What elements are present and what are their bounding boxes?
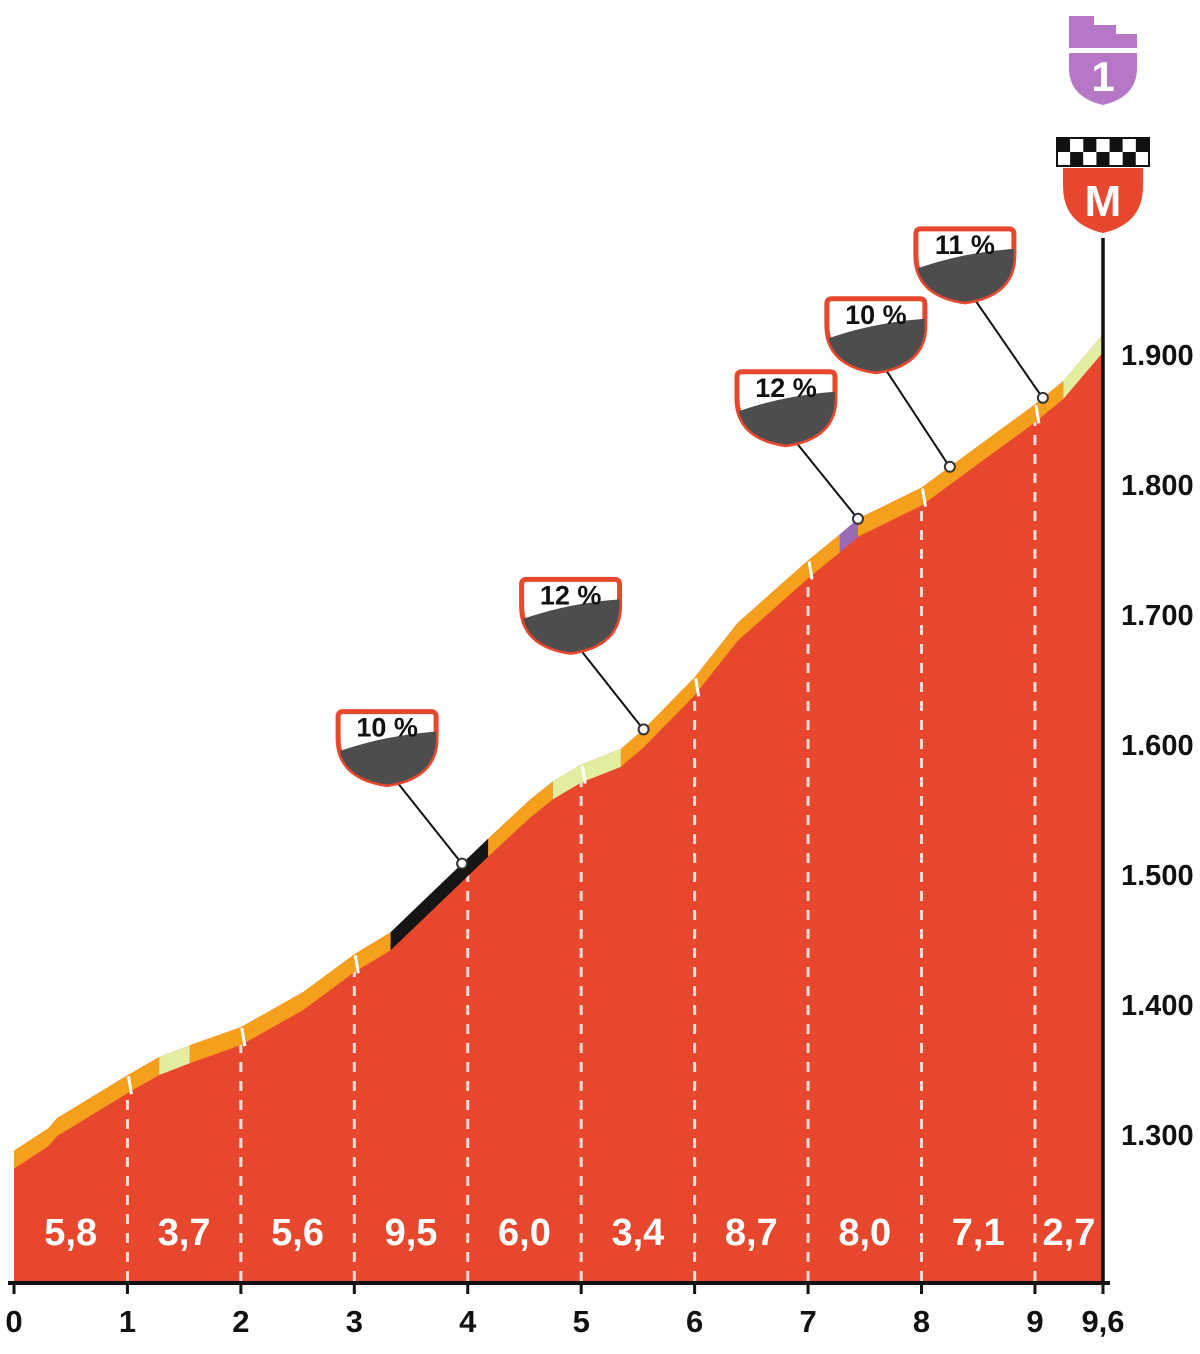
finish-checker-square [1057,152,1071,166]
finish-checker-border [1056,137,1150,167]
distance-label: 9 [1026,1304,1043,1339]
gradient-band-green [1063,334,1103,399]
band-separator [240,1027,247,1047]
finish-label: M [1085,177,1122,226]
marker-leader-line [972,296,1043,398]
band-separator [580,765,587,784]
finish-checker-square [1135,138,1149,152]
distance-label: 4 [459,1304,477,1339]
gradient-marker-badge: 12 % [519,576,623,655]
mountain-finish-badge: M [1056,137,1150,233]
elevation-label: 1.600 [1121,730,1194,762]
segment-gradient-label: 9,5 [385,1212,438,1254]
elevation-label: 1.500 [1121,860,1194,892]
segment-gradient-label: 8,7 [725,1212,778,1254]
distance-label: 7 [799,1304,816,1339]
segment-gradient-label: 6,0 [498,1212,551,1254]
marker-leader-line [394,779,462,864]
finish-checker-square [1070,152,1084,166]
finish-checker-square [1083,138,1097,152]
category-flag-icon [1069,16,1137,48]
badge-label: 10 % [845,300,907,330]
category-label: 1 [1091,53,1114,100]
gradient-band-green [159,1045,190,1075]
badge-label: 10 % [356,713,418,743]
segment-gradient-label: 5,6 [271,1212,324,1254]
elevation-label: 1.300 [1121,1120,1194,1152]
gradient-band-orange [620,534,840,767]
distance-label: 8 [913,1304,930,1339]
gradient-band-orange [488,781,553,857]
segment-gradient-label: 7,1 [952,1212,1005,1254]
band-separator [1034,405,1041,424]
gradient-marker-badge: 12 % [734,369,838,448]
badge-label: 12 % [755,373,817,403]
marker-leader-line [793,439,858,519]
distance-label: 9,6 [1081,1304,1124,1339]
marker-dot [943,460,956,473]
badge-slope-icon [521,599,620,653]
finish-checker-square [1135,152,1149,166]
finish-checker-square [1096,138,1110,152]
segment-gradient-label: 3,7 [158,1212,211,1254]
category-1-badge: 1 [1069,16,1137,105]
finish-checker-square [1096,152,1110,166]
band-separator [807,561,814,580]
gradient-band-orange [189,932,391,1064]
segment-gradient-label: 8,0 [838,1212,891,1254]
finish-checker-square [1122,138,1136,152]
badge-slope-icon [736,391,835,445]
gradient-band-orange [857,381,1064,537]
band-separator [353,955,360,974]
distance-label: 6 [686,1304,703,1339]
band-separator [126,1075,133,1095]
gradient-marker-badge: 10 % [335,709,439,788]
marker-dot [637,723,650,736]
elevation-label: 1.700 [1121,600,1194,632]
gradient-band-purple [839,518,858,553]
distance-label: 0 [5,1304,22,1339]
gradient-band-orange [14,1057,160,1169]
gradient-marker-badge: 11 % [913,226,1017,305]
finish-checker-square [1109,138,1123,152]
elevation-label: 1.900 [1121,340,1194,372]
finish-shield [1063,168,1143,233]
band-separator [694,678,701,697]
distance-label: 5 [573,1304,590,1339]
finish-checker-square [1122,152,1136,166]
marker-dot [456,857,469,870]
gradient-marker-badge: 10 % [824,296,928,375]
elevation-label: 1.400 [1121,990,1194,1022]
badge-label: 11 % [935,230,995,260]
marker-leader-line [883,366,950,467]
band-separator [921,488,927,507]
marker-dot [1036,391,1049,404]
finish-checker-square [1070,138,1084,152]
finish-checker-square [1083,152,1097,166]
badge-slope-icon [915,248,1014,302]
distance-label: 2 [232,1304,249,1339]
badge-label: 12 % [540,580,602,610]
marker-leader-line [577,646,644,730]
elevation-label: 1.800 [1121,470,1194,502]
marker-dot [851,512,864,525]
climb-area [14,334,1103,1283]
distance-label: 3 [346,1304,363,1339]
distance-label: 1 [119,1304,136,1339]
segment-gradient-label: 5,8 [44,1212,97,1254]
badge-slope-icon [826,318,925,372]
finish-checker-square [1057,138,1071,152]
gradient-band-green [552,748,621,800]
segment-gradient-label: 2,7 [1043,1212,1096,1254]
category-shield [1069,53,1137,105]
finish-checker-square [1109,152,1123,166]
segment-gradient-label: 3,4 [611,1212,664,1254]
badge-slope-icon [338,731,437,785]
